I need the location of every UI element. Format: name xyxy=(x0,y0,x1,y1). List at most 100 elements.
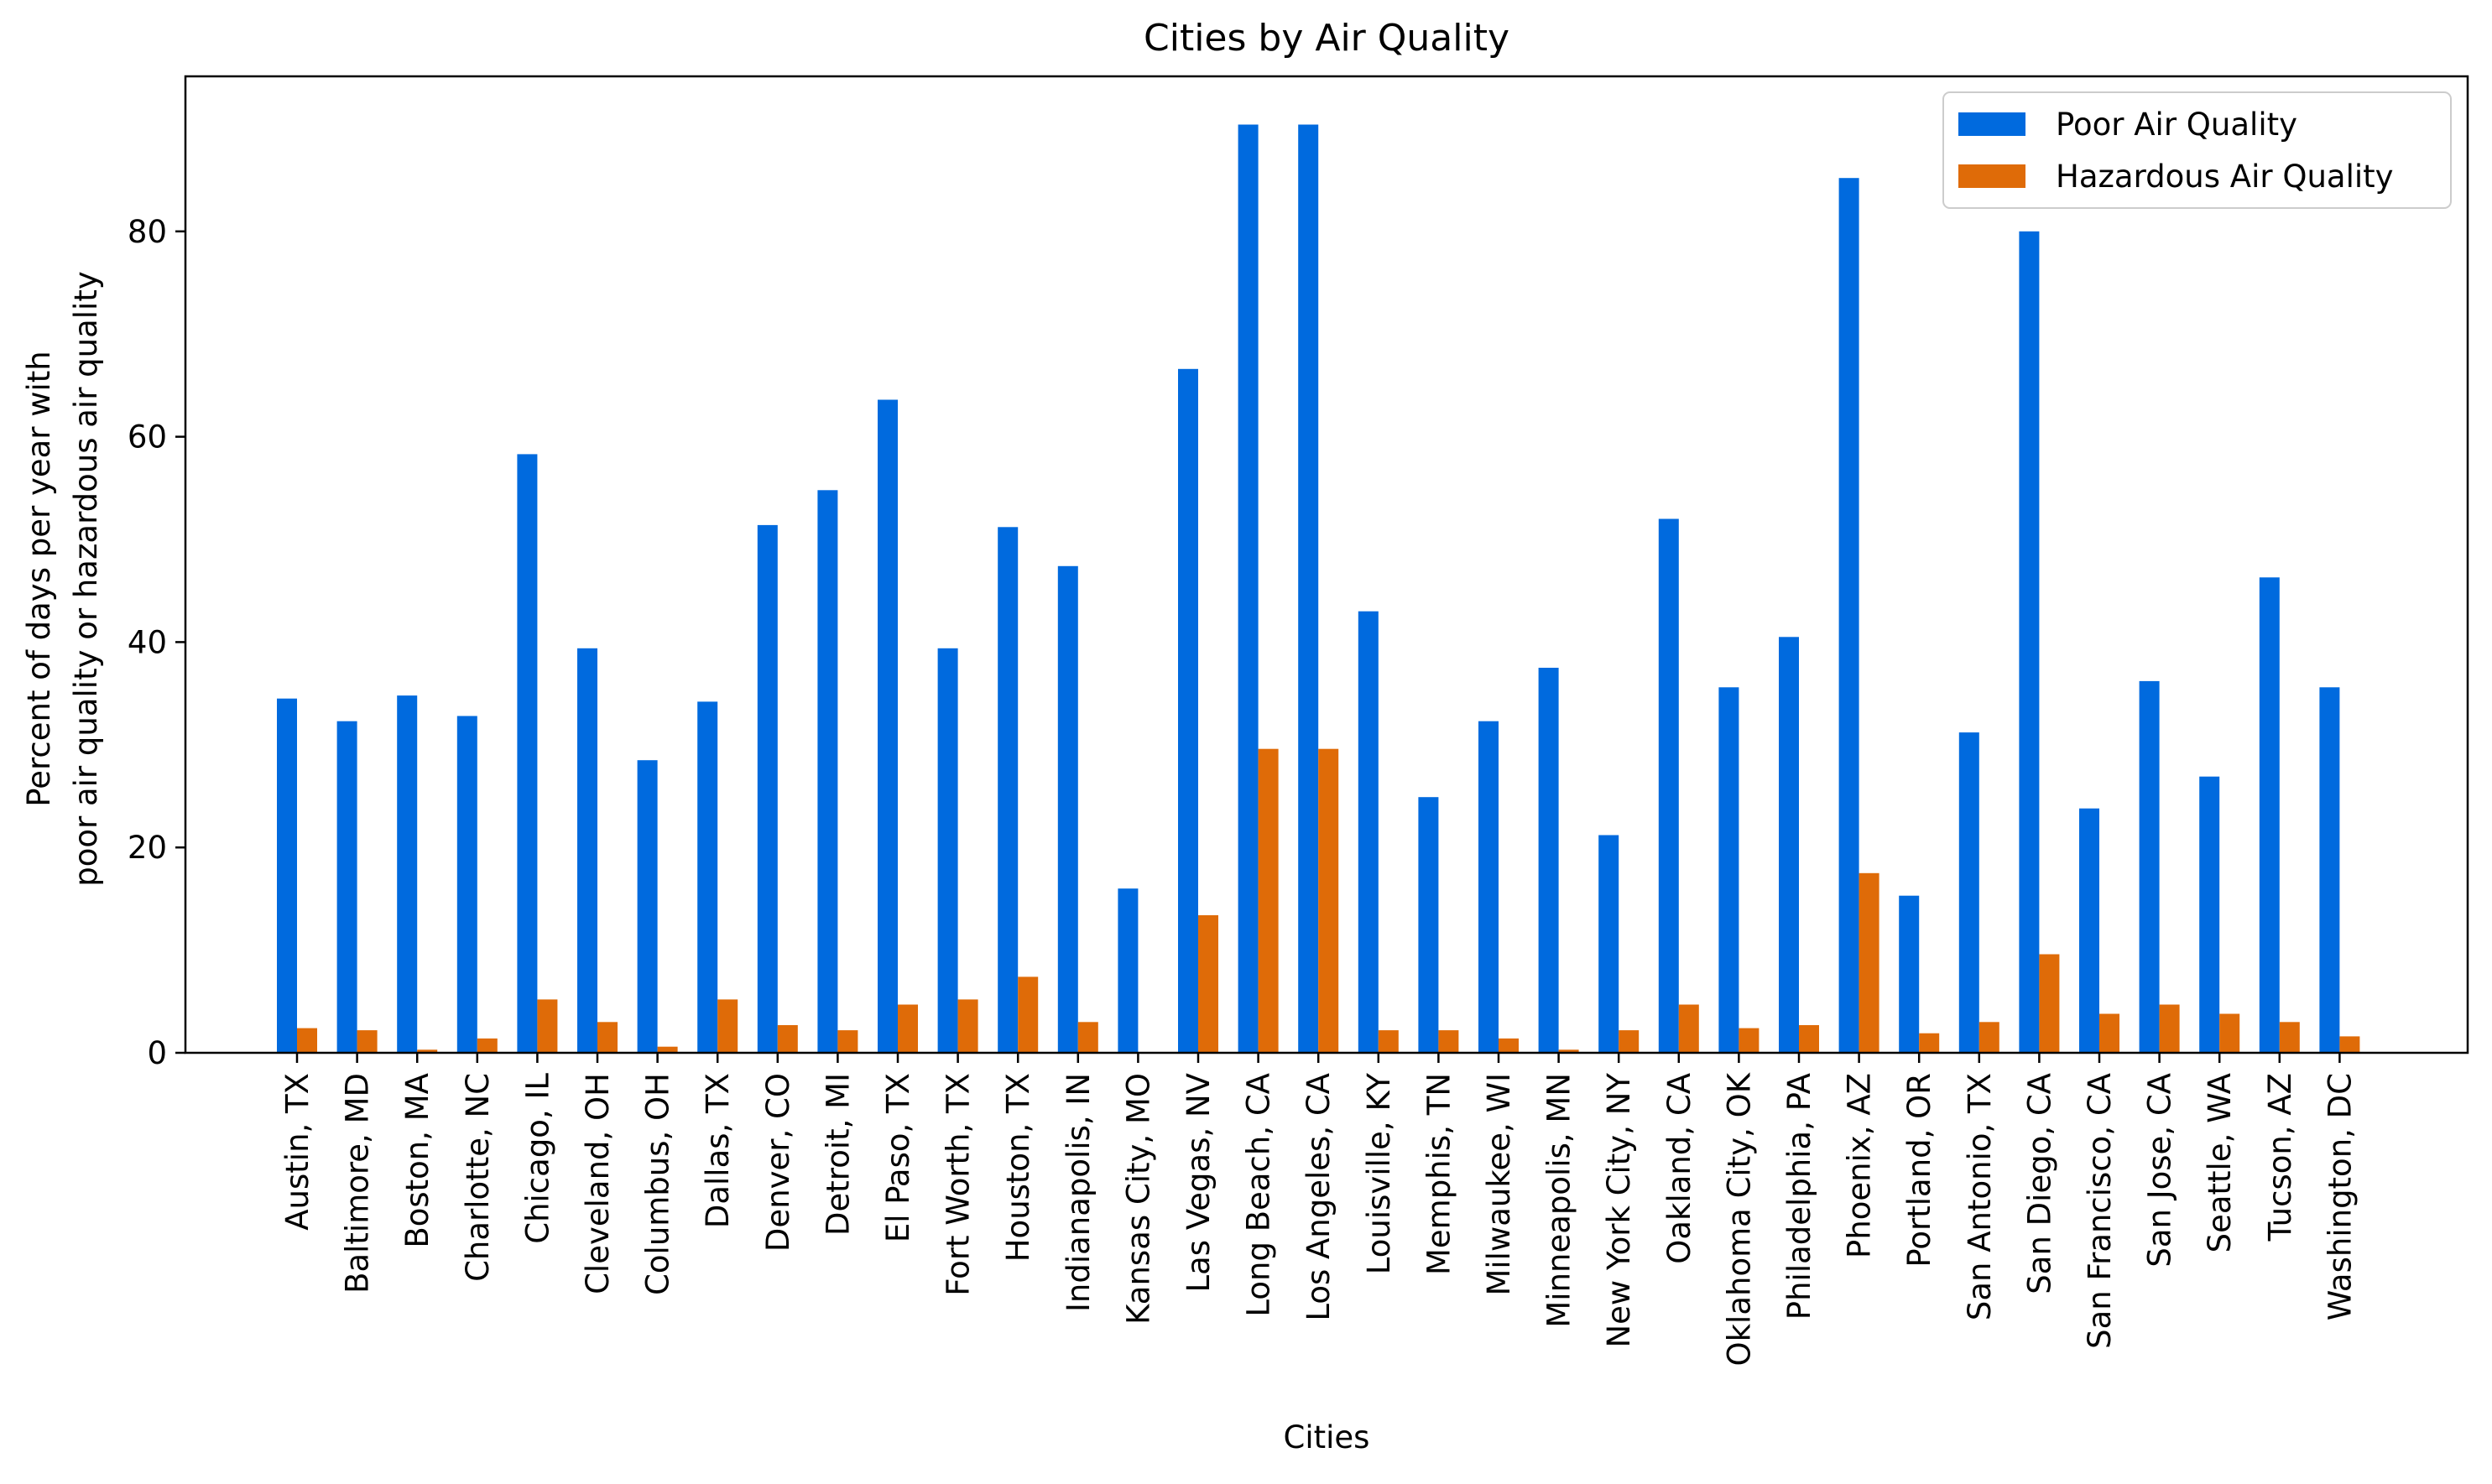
chart-title: Cities by Air Quality xyxy=(1144,17,1509,60)
bar-poor xyxy=(517,454,538,1053)
bar-hazardous xyxy=(1378,1030,1399,1053)
x-tick-label: Philadelphia, PA xyxy=(1781,1073,1817,1320)
bar-hazardous xyxy=(357,1030,378,1053)
x-tick-label: Kansas City, MO xyxy=(1120,1073,1156,1325)
bar-poor xyxy=(456,716,477,1053)
bar-poor xyxy=(397,695,418,1053)
bar-hazardous xyxy=(597,1022,618,1053)
legend: Poor Air Quality Hazardous Air Quality xyxy=(1942,91,2452,209)
x-tick-label: Louisville, KY xyxy=(1361,1073,1397,1275)
bar-poor xyxy=(1358,611,1379,1053)
bar-hazardous xyxy=(417,1049,438,1053)
bar-poor xyxy=(2319,687,2340,1053)
bar-poor xyxy=(878,399,898,1053)
plot-area-frame xyxy=(184,75,2469,1054)
bar-poor xyxy=(1598,835,1619,1053)
bar-poor xyxy=(2199,776,2220,1053)
x-tick-label: Long Beach, CA xyxy=(1241,1073,1277,1317)
bar-hazardous xyxy=(957,999,978,1053)
x-tick-label: San Jose, CA xyxy=(2142,1073,2178,1268)
bar-poor xyxy=(1718,687,1739,1053)
bar-poor xyxy=(277,698,297,1053)
legend-swatch-hazardous xyxy=(1958,164,2025,188)
x-tick-label: Tucson, AZ xyxy=(2262,1073,2298,1242)
bar-poor xyxy=(2019,231,2040,1053)
x-tick-label: Cleveland, OH xyxy=(580,1073,616,1294)
x-tick-label: Columbus, OH xyxy=(640,1073,676,1295)
legend-swatch-poor xyxy=(1958,112,2025,136)
bar-poor xyxy=(1298,124,1319,1053)
bar-hazardous xyxy=(1978,1022,1999,1053)
x-tick-label: San Francisco, CA xyxy=(2082,1073,2118,1349)
bar-poor xyxy=(1838,178,1859,1054)
bar-hazardous xyxy=(1859,872,1879,1053)
x-tick-label: Baltimore, MD xyxy=(340,1073,376,1294)
bar-poor xyxy=(1899,895,1920,1053)
x-tick-label: San Diego, CA xyxy=(2021,1073,2057,1294)
bar-hazardous xyxy=(1198,915,1218,1053)
bar-hazardous xyxy=(1258,748,1279,1053)
x-tick-label: Seattle, WA xyxy=(2202,1073,2238,1252)
bar-poor xyxy=(998,527,1019,1053)
x-tick-label: El Paso, TX xyxy=(880,1073,916,1242)
x-tick-label: Portland, OR xyxy=(1901,1073,1937,1268)
x-tick-label: Austin, TX xyxy=(279,1073,315,1231)
x-tick-label: Denver, CO xyxy=(760,1073,796,1252)
y-tick-label: 80 xyxy=(128,214,167,250)
bar-hazardous xyxy=(537,999,558,1053)
bar-hazardous xyxy=(657,1046,678,1053)
bar-hazardous xyxy=(717,999,738,1053)
y-tick-label: 40 xyxy=(128,624,167,660)
bar-poor xyxy=(1238,124,1259,1053)
bar-hazardous xyxy=(1558,1049,1579,1053)
bar-hazardous xyxy=(1318,748,1339,1053)
bar-hazardous xyxy=(2099,1013,2119,1053)
x-tick-label: Los Angeles, CA xyxy=(1301,1073,1337,1321)
bar-poor xyxy=(1538,668,1559,1053)
y-tick-label: 0 xyxy=(147,1035,167,1071)
bar-poor xyxy=(1118,888,1139,1053)
bar-poor xyxy=(817,490,838,1053)
bar-poor xyxy=(1057,565,1078,1053)
bar-poor xyxy=(336,721,357,1053)
bar-poor xyxy=(1658,518,1679,1053)
y-axis-label-line-1: Percent of days per year with xyxy=(21,351,57,807)
legend-label-poor: Poor Air Quality xyxy=(2056,107,2297,143)
bar-hazardous xyxy=(2039,954,2060,1053)
bar-hazardous xyxy=(1619,1030,1640,1053)
bar-hazardous xyxy=(1438,1030,1459,1053)
y-tick-label: 20 xyxy=(128,830,167,866)
bar-poor xyxy=(1478,721,1499,1053)
bar-hazardous xyxy=(2339,1036,2360,1053)
y-axis-label-line-2: poor air quality or hazardous air qualit… xyxy=(68,271,104,887)
y-axis-ticks: 0 20 40 60 80 xyxy=(128,214,185,1071)
bar-poor xyxy=(2079,808,2099,1053)
bar-hazardous xyxy=(1499,1038,1519,1053)
bar-hazardous xyxy=(2159,1004,2180,1053)
bar-hazardous xyxy=(1018,976,1039,1053)
bar-poor xyxy=(577,648,597,1053)
bar-poor xyxy=(637,760,658,1053)
bar-hazardous xyxy=(1919,1033,1940,1053)
x-axis-ticks: Austin, TX Baltimore, MD Boston, MA Charlot… xyxy=(279,1053,2358,1367)
bar-hazardous xyxy=(898,1004,918,1053)
x-tick-label: Memphis, TN xyxy=(1421,1073,1457,1275)
x-tick-label: Houston, TX xyxy=(1000,1073,1036,1262)
bar-hazardous xyxy=(837,1030,858,1053)
x-tick-label: Charlotte, NC xyxy=(460,1073,496,1282)
x-tick-label: Chicago, IL xyxy=(519,1073,555,1244)
bar-hazardous xyxy=(297,1028,317,1053)
series-hazardous-air-quality xyxy=(297,748,2360,1053)
bar-hazardous xyxy=(777,1025,798,1053)
bar-poor xyxy=(2139,680,2160,1053)
x-tick-label: Las Vegas, NV xyxy=(1181,1073,1217,1292)
bar-hazardous xyxy=(2219,1013,2240,1053)
bar-poor xyxy=(757,524,778,1053)
x-axis-label: Cities xyxy=(1284,1419,1370,1455)
bar-hazardous xyxy=(2279,1022,2300,1053)
x-tick-label: Detroit, MI xyxy=(820,1073,856,1236)
x-tick-label: San Antonio, TX xyxy=(1962,1073,1998,1320)
x-tick-label: Boston, MA xyxy=(399,1073,435,1248)
x-tick-label: Minneapolis, MN xyxy=(1541,1073,1577,1328)
